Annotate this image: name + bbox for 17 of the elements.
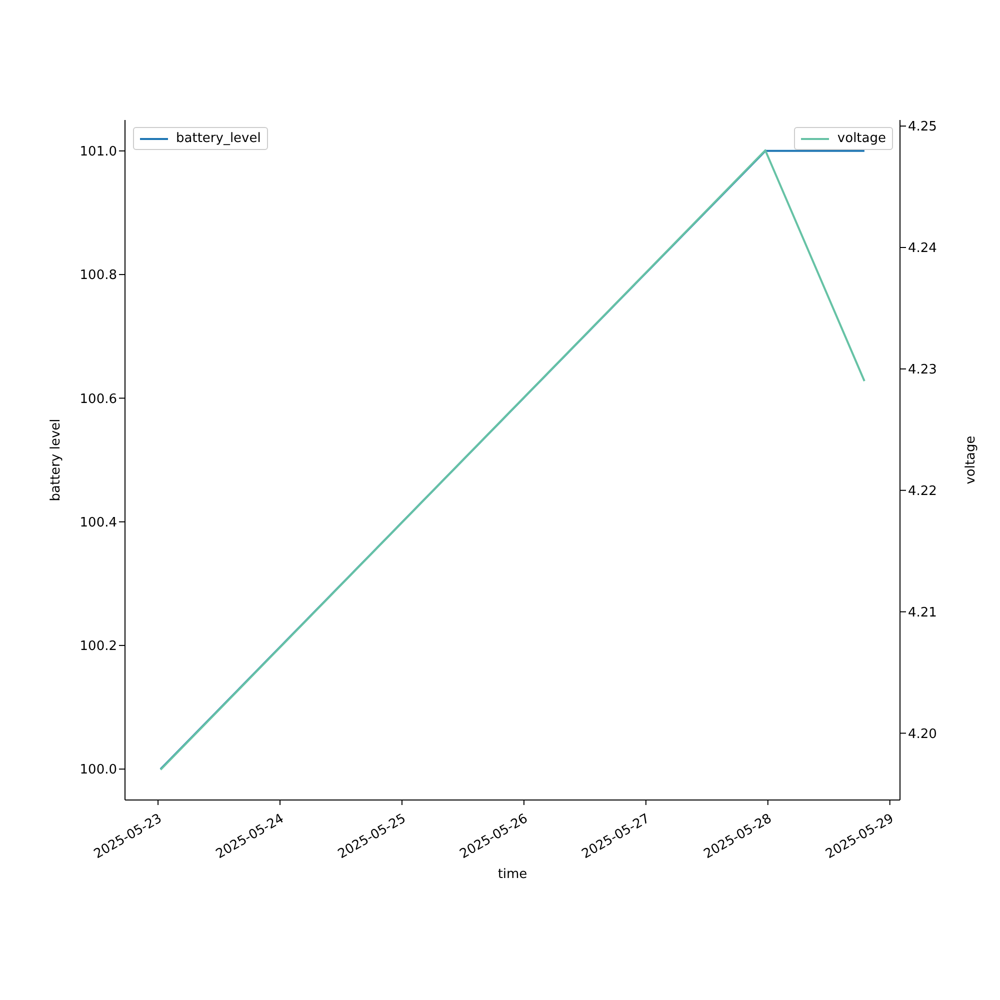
legend-label: battery_level <box>176 131 261 146</box>
y2-tick-label: 4.22 <box>908 484 937 499</box>
y2-tick-label: 4.25 <box>908 120 937 135</box>
legend-label: voltage <box>837 131 886 146</box>
y2-tick-label: 4.20 <box>908 726 937 742</box>
y-tick-label: 100.0 <box>80 762 117 778</box>
y2-axis-title: voltage <box>964 436 979 484</box>
y2-tick-label: 4.21 <box>908 605 937 620</box>
y-axis-title: battery level <box>48 418 64 502</box>
y-tick-label: 100.6 <box>80 392 117 407</box>
x-axis-title: time <box>498 867 528 882</box>
y2-tick-label: 4.23 <box>908 362 937 378</box>
y-tick-label: 100.8 <box>80 268 117 284</box>
y-tick-label: 101.0 <box>80 144 117 160</box>
y2-tick-label: 4.24 <box>908 241 937 256</box>
y-tick-label: 100.2 <box>80 639 117 654</box>
y-tick-label: 100.4 <box>80 515 117 530</box>
